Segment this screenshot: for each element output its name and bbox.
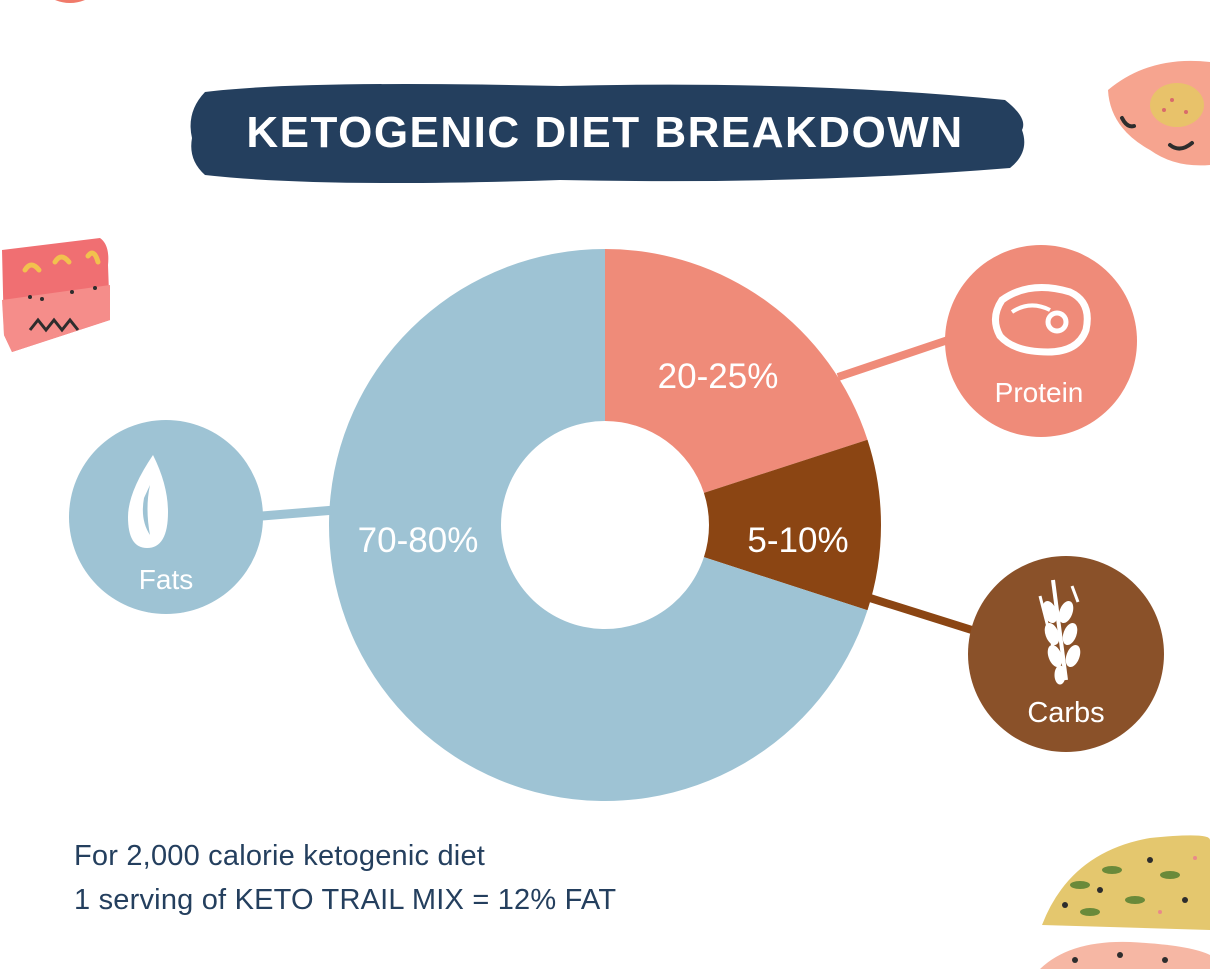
protein-badge-label: Protein <box>995 377 1084 408</box>
salmon-slice-illustration <box>1108 60 1210 166</box>
water-drop-icon <box>128 455 168 548</box>
title-banner-shape <box>190 84 1025 184</box>
protein-value-label: 20-25% <box>658 357 779 396</box>
fats-badge: Fats <box>69 420 263 614</box>
carbs-badge: Carbs <box>968 556 1164 752</box>
donut-chart <box>329 249 881 801</box>
donut-slice-carbs <box>703 439 881 611</box>
top-left-food-fragment <box>55 0 85 3</box>
diet-calorie-note: For 2,000 calorie ketogenic diet <box>74 840 486 872</box>
steak-icon <box>992 284 1091 356</box>
wheat-icon <box>1038 579 1081 685</box>
title-banner: KETOGENIC DIET BREAKDOWN <box>190 84 1025 184</box>
chart-title: KETOGENIC DIET BREAKDOWN <box>246 108 963 157</box>
trail-mix-fat-note: 1 serving of KETO TRAIL MIX = 12% FAT <box>74 884 617 916</box>
fats-value-label: 70-80% <box>358 521 479 560</box>
seeded-bread-illustration <box>1040 835 1210 969</box>
protein-connector-line <box>836 336 950 381</box>
cured-meat-illustration <box>2 238 110 352</box>
carbs-value-label: 5-10% <box>747 521 848 560</box>
fats-connector-line <box>261 505 336 521</box>
carbs-badge-label: Carbs <box>1027 697 1104 729</box>
protein-badge: Protein <box>945 245 1137 437</box>
fats-badge-label: Fats <box>139 564 193 595</box>
donut-slice-protein <box>605 249 868 493</box>
donut-slice-fats <box>329 249 868 801</box>
